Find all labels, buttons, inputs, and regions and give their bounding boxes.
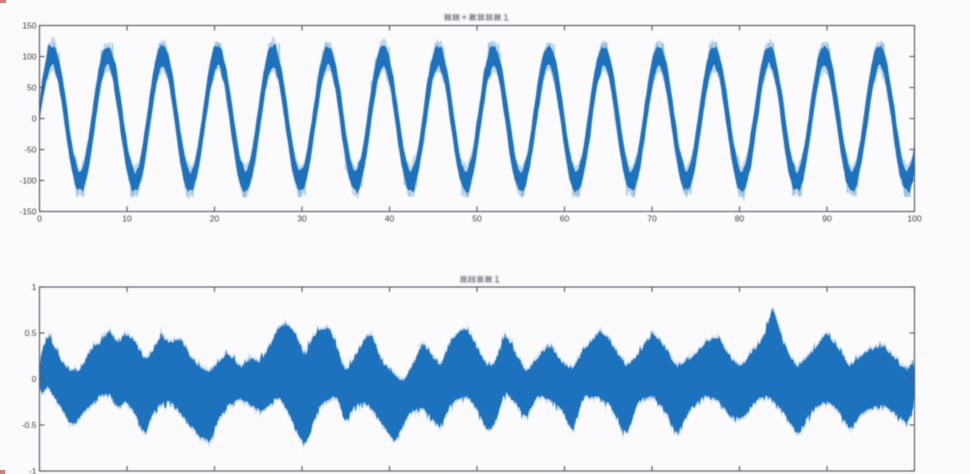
svg-text:10: 10 xyxy=(122,214,132,224)
svg-text:150: 150 xyxy=(22,21,36,31)
svg-text:-1: -1 xyxy=(29,466,37,474)
svg-text:-0.5: -0.5 xyxy=(22,420,37,430)
svg-text:50: 50 xyxy=(472,214,482,224)
svg-text:1: 1 xyxy=(32,282,37,292)
svg-text:20: 20 xyxy=(210,214,220,224)
svg-text:0: 0 xyxy=(32,374,37,384)
svg-text:60: 60 xyxy=(560,214,570,224)
svg-text:30: 30 xyxy=(297,214,307,224)
svg-text:1: 1 xyxy=(504,13,509,23)
svg-text:1: 1 xyxy=(495,275,500,285)
svg-text:100: 100 xyxy=(22,52,36,62)
svg-text:50: 50 xyxy=(27,83,37,93)
svg-text:40: 40 xyxy=(385,214,395,224)
svg-text:100: 100 xyxy=(907,214,921,224)
svg-text:80: 80 xyxy=(735,214,745,224)
svg-text:90: 90 xyxy=(822,214,832,224)
svg-text:70: 70 xyxy=(647,214,657,224)
svg-text:0: 0 xyxy=(32,114,37,124)
svg-text:0.5: 0.5 xyxy=(25,328,37,338)
svg-text:-50: -50 xyxy=(24,145,37,155)
svg-text:0: 0 xyxy=(37,214,42,224)
svg-text:-150: -150 xyxy=(19,207,36,217)
svg-text:-100: -100 xyxy=(19,176,36,186)
